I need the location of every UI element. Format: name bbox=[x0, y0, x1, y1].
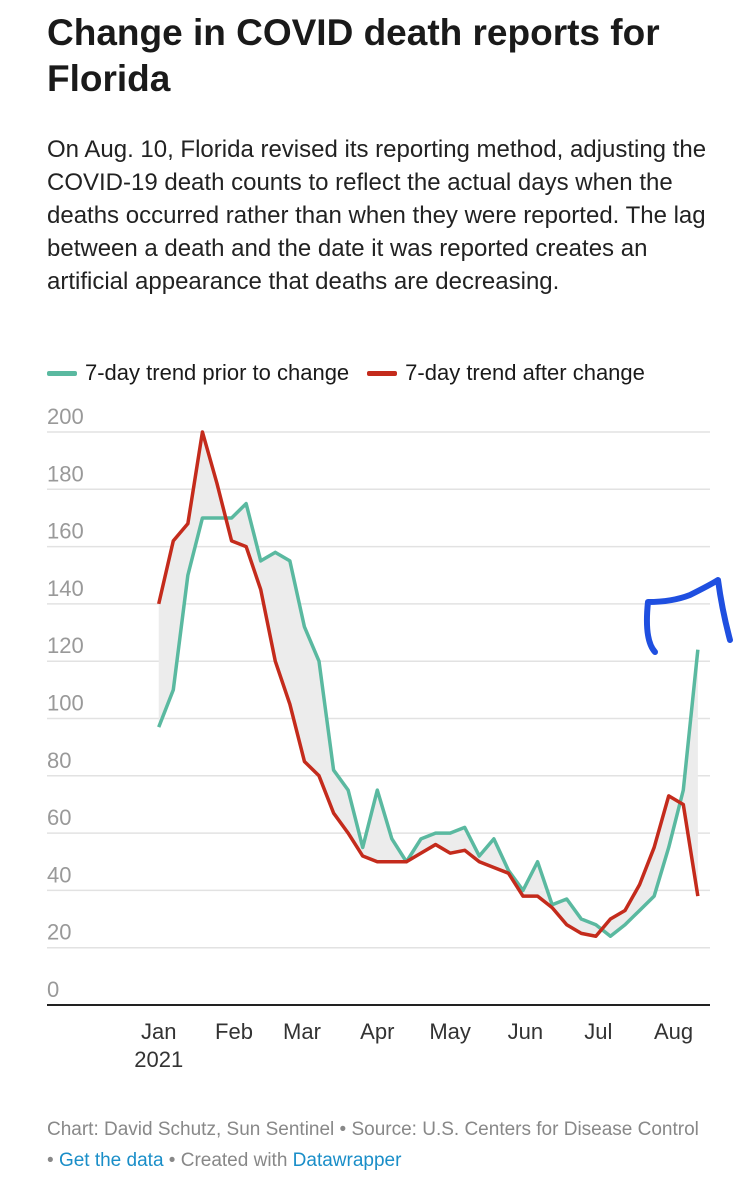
series-line bbox=[157, 430, 700, 938]
footer-text: • Created with bbox=[163, 1150, 293, 1171]
chart: 0 20 40 60 80 100 120 140 160 180 200 Jan 2021 Feb Mar… bbox=[47, 404, 733, 1072]
y-tick-label: 0 bbox=[47, 977, 59, 1002]
legend-item: 7-day trend prior to change bbox=[47, 360, 349, 386]
footer-text: Chart: David Schutz, Sun Sentinel • Sour… bbox=[47, 1119, 699, 1171]
series-line bbox=[157, 501, 700, 938]
x-year-label: 2021 bbox=[134, 1047, 183, 1072]
footer-link[interactable]: Get the data bbox=[58, 1150, 164, 1171]
x-tick-label: Jun bbox=[508, 1019, 543, 1044]
y-tick-label: 40 bbox=[47, 862, 71, 887]
y-tick-label: 200 bbox=[47, 404, 84, 429]
legend-swatch bbox=[367, 370, 398, 376]
difference-band bbox=[158, 432, 698, 937]
y-tick-label: 160 bbox=[47, 519, 84, 544]
legend-item: 7-day trend after change bbox=[367, 360, 645, 386]
y-tick-label: 60 bbox=[47, 805, 71, 830]
chart-title: Change in COVID death reports for Florid… bbox=[47, 12, 660, 99]
footer-link[interactable]: Datawrapper bbox=[292, 1150, 402, 1171]
x-tick-label: Apr bbox=[360, 1019, 394, 1044]
x-tick-label: Aug bbox=[654, 1019, 693, 1044]
x-tick-label: May bbox=[429, 1019, 471, 1044]
legend-swatch bbox=[47, 370, 77, 376]
y-tick-label: 80 bbox=[47, 748, 71, 773]
legend-label: 7-day trend prior to change bbox=[85, 360, 350, 385]
x-tick-label: Jan bbox=[141, 1019, 176, 1044]
footer: Chart: David Schutz, Sun Sentinel • Sour… bbox=[47, 1114, 707, 1176]
legend: 7-day trend prior to change 7-day trend a… bbox=[47, 360, 645, 386]
y-tick-label: 100 bbox=[47, 691, 84, 716]
x-tick-label: Feb bbox=[215, 1019, 253, 1044]
hand-annotation bbox=[643, 577, 733, 655]
y-tick-label: 120 bbox=[47, 633, 84, 658]
y-tick-label: 20 bbox=[47, 920, 71, 945]
legend-label: 7-day trend after change bbox=[405, 360, 645, 385]
y-tick-label: 180 bbox=[47, 461, 84, 486]
x-tick-label: Mar bbox=[283, 1019, 321, 1044]
y-tick-label: 140 bbox=[47, 576, 84, 601]
x-tick-label: Jul bbox=[584, 1019, 612, 1044]
chart-subtitle: On Aug. 10, Florida revised its reportin… bbox=[47, 136, 707, 295]
